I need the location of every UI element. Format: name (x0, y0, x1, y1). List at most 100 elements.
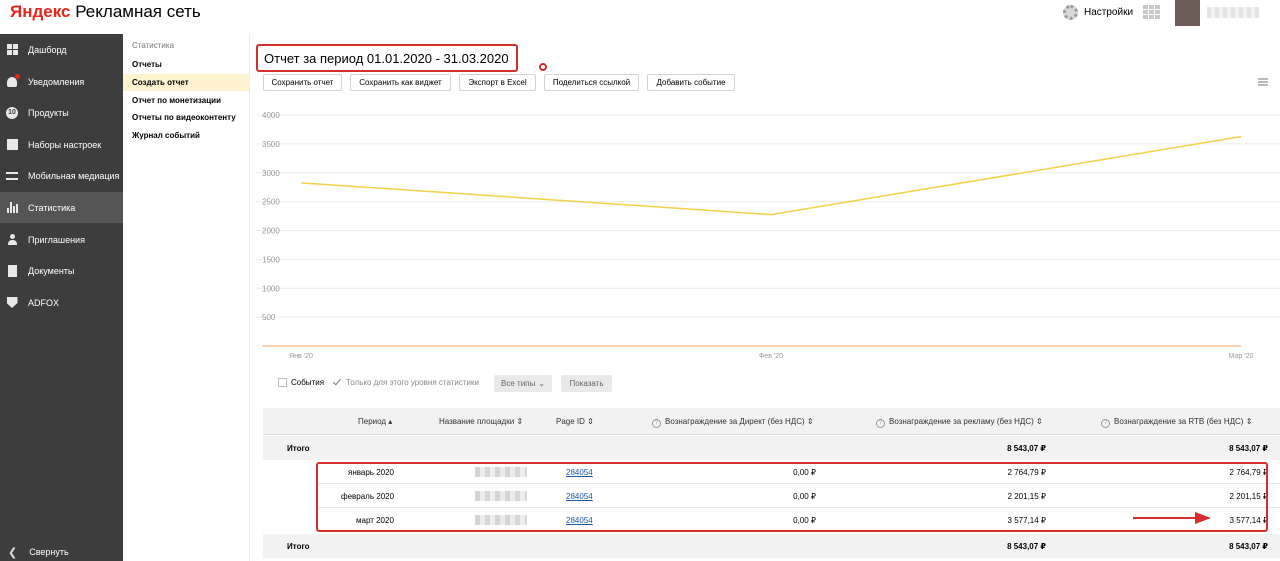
site-name-blurred (475, 515, 527, 525)
sort-up-icon: ▴ (388, 417, 393, 426)
rtb-reward-cell: 3 577,14 ₽ (1229, 516, 1268, 525)
total-rtb-reward: 8 543,07 ₽ (1229, 444, 1268, 453)
help-icon[interactable]: ? (1101, 419, 1110, 428)
x-tick-label: Янв '20 (289, 353, 313, 360)
sidebar-item-documents[interactable]: Документы (0, 255, 123, 286)
sidebar-item-label: ADFOX (28, 297, 60, 308)
sort-icon: ⇕ (806, 417, 814, 426)
y-tick-label: 3500 (262, 140, 280, 149)
settings-link[interactable]: Настройки (1063, 4, 1133, 20)
sidebar-item-label: Наборы настроек (28, 139, 102, 150)
period-cell: март 2020 (356, 516, 394, 525)
sidebar-item-notifications[interactable]: Уведомления (0, 66, 123, 97)
th-ad-reward[interactable]: ? Вознаграждение за рекламу (без НДС) ⇕ (876, 417, 1043, 428)
table-header: Период ▴ Название площадки ⇕ Page ID ⇕ ?… (263, 408, 1280, 435)
bell-icon (6, 73, 20, 88)
chevron-left-icon: ❮ (8, 546, 18, 559)
th-period[interactable]: Период ▴ (358, 417, 393, 426)
table-row: март 2020 284054 0,00 ₽ 3 577,14 ₽ 3 577… (263, 508, 1280, 532)
page-id-link[interactable]: 284054 (566, 492, 593, 501)
products-icon: 10 (6, 106, 18, 119)
ad-reward-cell: 2 201,15 ₽ (1007, 492, 1046, 501)
stats-icon (6, 202, 18, 214)
sidebar-item-label: Статистика (28, 202, 76, 213)
y-tick-label: 4000 (262, 111, 280, 120)
sidebar-item-adfox[interactable]: ADFOX (0, 287, 123, 318)
settings-label: Настройки (1084, 6, 1134, 18)
logo[interactable]: Яндекс Рекламная сеть (10, 2, 201, 22)
filter-settings-icon[interactable] (1258, 78, 1268, 86)
statistics-submenu: Статистика Отчеты Создать отчет Отчет по… (123, 34, 250, 561)
rtb-reward-cell: 2 201,15 ₽ (1229, 492, 1268, 501)
chevron-down-icon: ⌄ (538, 379, 545, 388)
page-id-link[interactable]: 284054 (566, 468, 593, 477)
sidebar-item-statistics[interactable]: Статистика (0, 192, 123, 223)
x-tick-label: Фев '20 (759, 353, 783, 360)
show-button[interactable]: Показать (561, 375, 612, 392)
ad-reward-cell: 3 577,14 ₽ (1007, 516, 1046, 525)
total-label: Итого (287, 444, 310, 453)
sidebar: Дашборд Уведомления 10 Продукты Наборы н… (0, 34, 123, 561)
save-report-button[interactable]: Сохранить отчет (263, 74, 342, 91)
apps-grid-icon[interactable] (1143, 5, 1160, 19)
level-only-checkbox[interactable]: Только для этого уровня статистики (333, 378, 479, 387)
direct-reward-cell: 0,00 ₽ (793, 492, 816, 501)
sidebar-item-dashboard[interactable]: Дашборд (0, 34, 123, 65)
dashboard-icon (6, 44, 18, 56)
add-event-button[interactable]: Добавить событие (647, 74, 735, 91)
help-icon[interactable]: ? (652, 419, 661, 428)
page-id-link[interactable]: 284054 (566, 516, 593, 525)
sidebar-item-mobile-mediation[interactable]: Мобильная медиация (0, 160, 123, 191)
share-link-button[interactable]: Поделиться ссылкой (544, 74, 639, 91)
table-total-row-bottom: Итого 8 543,07 ₽ 8 543,07 ₽ (263, 534, 1280, 558)
avatar[interactable] (1175, 0, 1200, 26)
sidebar-item-label: Продукты (28, 107, 69, 118)
sidebar-item-label: Мобильная медиация (28, 170, 120, 181)
sort-icon: ⇕ (587, 417, 594, 426)
settings-set-icon (6, 139, 18, 151)
submenu-item-create-report[interactable]: Создать отчет (123, 74, 249, 91)
table-row: январь 2020 284054 0,00 ₽ 2 764,79 ₽ 2 7… (263, 460, 1280, 484)
period-cell: январь 2020 (348, 468, 394, 477)
sidebar-collapse-button[interactable]: ❮ Свернуть (0, 543, 123, 561)
sidebar-item-label: Дашборд (28, 44, 67, 55)
sort-icon: ⇕ (516, 417, 524, 426)
sidebar-item-settings-sets[interactable]: Наборы настроек (0, 129, 123, 160)
table-row: февраль 2020 284054 0,00 ₽ 2 201,15 ₽ 2 … (263, 484, 1280, 508)
help-icon[interactable]: ? (876, 419, 885, 428)
top-header: Яндекс Рекламная сеть Настройки (0, 0, 1280, 34)
export-excel-button[interactable]: Экспорт в Excel (459, 74, 536, 91)
total-ad-reward: 8 543,07 ₽ (1007, 542, 1046, 551)
y-tick-label: 1000 (262, 284, 280, 293)
submenu-item-video-reports[interactable]: Отчеты по видеоконтенту (132, 113, 236, 122)
events-checkbox[interactable]: События (278, 378, 324, 387)
line-chart: 500 1000 1500 2000 2500 3000 3500 4000 Янв '20 Ф… (256, 111, 1280, 360)
ad-reward-cell: 2 764,79 ₽ (1007, 468, 1046, 477)
username-blurred[interactable] (1207, 7, 1259, 18)
site-name-blurred (475, 491, 527, 501)
events-label: События (291, 378, 325, 387)
sidebar-item-label: Приглашения (28, 234, 85, 245)
th-page-id[interactable]: Page ID ⇕ (556, 417, 594, 426)
th-direct-reward[interactable]: ? Вознаграждение за Директ (без НДС) ⇕ (652, 417, 814, 428)
sidebar-item-invitations[interactable]: Приглашения (0, 224, 123, 255)
y-tick-label: 3000 (262, 169, 280, 178)
submenu-item-event-log[interactable]: Журнал событий (132, 131, 200, 140)
submenu-item-monetization-report[interactable]: Отчет по монетизации (132, 96, 221, 105)
site-name-blurred (475, 467, 527, 477)
checkmark-icon (333, 378, 342, 387)
th-rtb-reward[interactable]: ? Вознаграждение за RTB (без НДС) ⇕ (1101, 417, 1252, 428)
sidebar-item-products[interactable]: 10 Продукты (0, 97, 123, 128)
submenu-item-reports[interactable]: Отчеты (132, 60, 162, 69)
direct-reward-cell: 0,00 ₽ (793, 468, 816, 477)
sort-icon: ⇕ (1036, 417, 1043, 426)
direct-reward-cell: 0,00 ₽ (793, 516, 816, 525)
rtb-reward-cell: 2 764,79 ₽ (1229, 468, 1268, 477)
event-types-select[interactable]: Все типы ⌄ (494, 375, 552, 392)
table-total-row: Итого 8 543,07 ₽ 8 543,07 ₽ (263, 436, 1280, 460)
adfox-icon (6, 297, 18, 309)
y-tick-label: 2500 (262, 198, 280, 207)
report-title: Отчет за период 01.01.2020 - 31.03.2020 (256, 44, 518, 72)
save-widget-button[interactable]: Сохранить как виджет (350, 74, 451, 91)
th-site-name[interactable]: Название площадки ⇕ (439, 417, 524, 426)
